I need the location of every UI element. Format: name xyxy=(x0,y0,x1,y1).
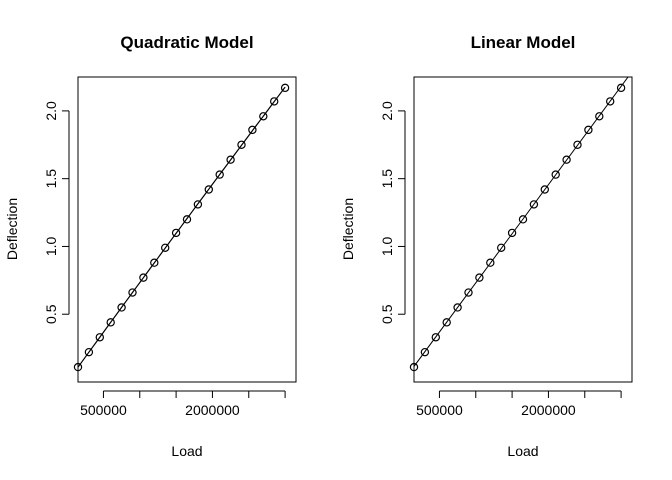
y-axis-label: Deflection xyxy=(4,198,20,260)
data-point xyxy=(606,97,615,106)
data-point xyxy=(193,200,203,209)
plot-frame xyxy=(413,76,633,383)
data-point xyxy=(431,333,440,342)
y-tick-label: 2.0 xyxy=(379,101,395,121)
data-point xyxy=(453,303,462,312)
data-point xyxy=(150,258,159,267)
data-point xyxy=(518,215,528,224)
data-point xyxy=(128,288,137,297)
x-tick-label: 2000000 xyxy=(521,402,576,418)
panel-quadratic-model: Quadratic Model Load Deflection 0.5 1.0 1.… xyxy=(4,33,297,459)
data-point xyxy=(595,112,604,121)
y-tick-label: 1.5 xyxy=(379,169,395,189)
data-point xyxy=(204,185,213,194)
data-point xyxy=(84,347,94,357)
chart-title: Quadratic Model xyxy=(120,33,253,52)
data-point xyxy=(237,140,246,149)
y-tick-label: 1.0 xyxy=(379,237,395,257)
data-point xyxy=(540,185,550,194)
data-point xyxy=(409,362,419,372)
data-point xyxy=(95,333,105,342)
data-point xyxy=(160,243,170,252)
data-point xyxy=(248,125,257,135)
data-point xyxy=(442,318,451,327)
data-point xyxy=(226,155,235,164)
data-point xyxy=(420,347,430,357)
data-point xyxy=(106,318,115,327)
y-tick-label: 2.0 xyxy=(43,101,59,121)
data-point xyxy=(529,200,539,209)
panel-linear-model: Linear Model Load Deflection 0.5 1.0 1.5 2.… xyxy=(340,33,633,459)
x-axis-label: Load xyxy=(507,443,538,459)
data-point xyxy=(507,228,517,238)
data-point xyxy=(562,155,571,164)
data-point xyxy=(551,170,560,179)
data-point xyxy=(117,303,126,312)
data-point xyxy=(497,243,506,252)
y-tick-label: 0.5 xyxy=(379,304,395,324)
y-axis-label: Deflection xyxy=(340,198,356,260)
x-tick-label: 500000 xyxy=(416,402,463,418)
data-point xyxy=(182,215,192,224)
plot-frame xyxy=(77,76,297,383)
data-point xyxy=(215,170,224,179)
fit-line xyxy=(414,77,629,367)
data-point xyxy=(259,112,268,121)
data-point xyxy=(270,97,279,106)
data-point xyxy=(486,258,495,267)
chart-title: Linear Model xyxy=(471,33,576,52)
data-point xyxy=(584,125,593,135)
data-point xyxy=(616,83,626,93)
x-axis-label: Load xyxy=(171,443,202,459)
data-point xyxy=(73,362,83,372)
y-tick-label: 0.5 xyxy=(43,304,59,324)
data-point xyxy=(280,83,290,93)
data-point xyxy=(475,273,484,282)
y-tick-label: 1.0 xyxy=(43,237,59,257)
x-tick-label: 500000 xyxy=(80,402,127,418)
data-point xyxy=(464,288,473,297)
data-point xyxy=(573,140,582,149)
y-tick-label: 1.5 xyxy=(43,169,59,189)
x-tick-label: 2000000 xyxy=(185,402,240,418)
data-point xyxy=(139,273,148,282)
data-point xyxy=(171,228,181,238)
